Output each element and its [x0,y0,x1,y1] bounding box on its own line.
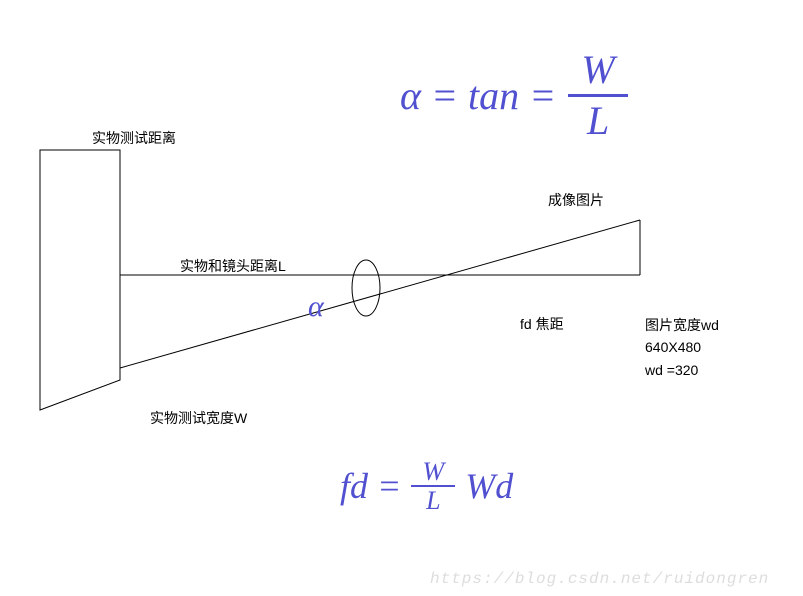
fraction-bar-icon [568,94,628,97]
watermark-text: https://blog.csdn.net/ruidongren [430,570,769,588]
formula-alpha-fraction: W L [568,50,628,141]
formula-alpha-small: α [308,290,324,324]
formula-fd-lhs: fd = [340,465,401,507]
label-object-lens-distance: 实物和镜头距离L [180,256,286,276]
formula-alpha-den: L [587,101,609,141]
formula-fd-suffix: Wd [465,465,513,507]
formula-fd: fd = W L Wd [340,460,513,513]
label-test-width: 实物测试宽度W [150,408,247,428]
label-focal-length: fd 焦距 [520,314,564,334]
formula-alpha-num: W [581,50,614,90]
label-image-plane: 成像图片 [548,190,604,210]
label-image-width-block: 图片宽度wd 640X480 wd =320 [645,314,719,381]
formula-fd-fraction: W L [411,460,455,513]
formula-alpha-tan: α = tan = W L [400,50,628,141]
formula-fd-den: L [426,489,440,512]
formula-fd-num: W [422,460,444,483]
label-image-resolution: 640X480 [645,336,719,358]
object-plane-rect [40,150,120,410]
lens-ellipse [352,260,380,316]
label-image-width-title: 图片宽度wd [645,314,719,336]
label-test-distance: 实物测试距离 [92,128,176,148]
formula-alpha-lhs: α = tan = [400,72,556,119]
label-image-width-value: wd =320 [645,359,719,381]
